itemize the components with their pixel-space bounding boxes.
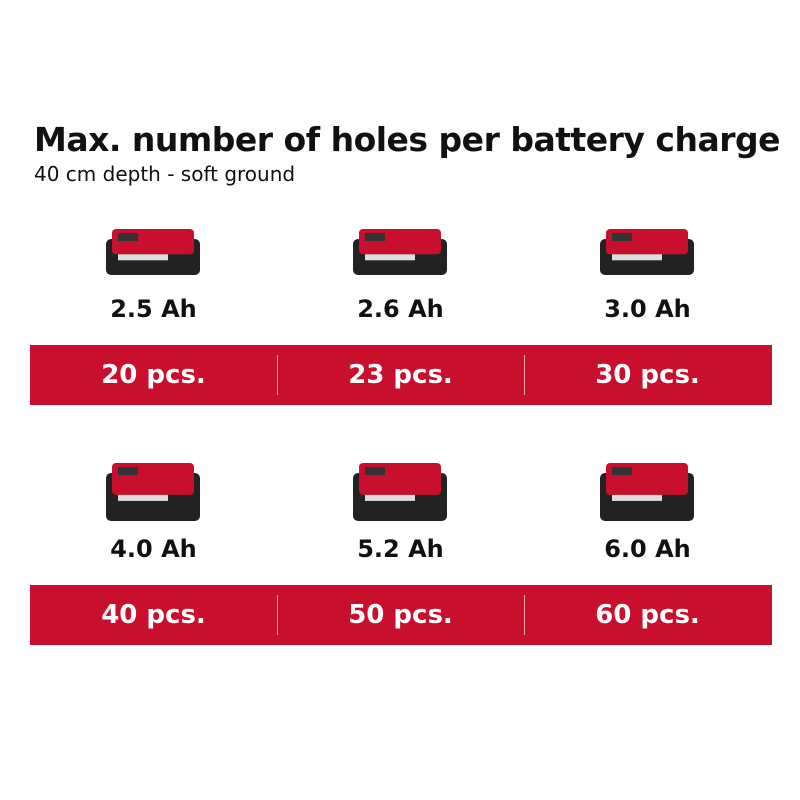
- capacity: 2.5 Ah: [110, 295, 197, 323]
- holes: 50 pcs.: [348, 600, 453, 630]
- battery-icon: [353, 463, 447, 521]
- battery-icon: [106, 229, 200, 275]
- holes: 20 pcs.: [101, 360, 206, 390]
- holes: 23 pcs.: [348, 360, 453, 390]
- holes: 40 pcs.: [101, 600, 206, 630]
- capacity: 4.0 Ah: [110, 535, 197, 563]
- battery-icon: [600, 463, 694, 521]
- capacity: 3.0 Ah: [604, 295, 691, 323]
- capacity: 5.2 Ah: [357, 535, 444, 563]
- battery-icon: [106, 463, 200, 521]
- battery-icon: [600, 229, 694, 275]
- battery-row: 2.5 Ah 2.6 Ah 3.0 Ah 20 pcs. 23 pcs. 30 pcs.: [30, 215, 772, 405]
- battery-row: 4.0 Ah 5.2 Ah 6.0 Ah 40 pcs. 50 pcs. 60 pcs.: [30, 455, 772, 645]
- capacity: 6.0 Ah: [604, 535, 691, 563]
- holes: 30 pcs.: [595, 360, 700, 390]
- subtitle: 40 cm depth - soft ground: [34, 162, 296, 186]
- holes: 60 pcs.: [595, 600, 700, 630]
- result-bar: 20 pcs. 23 pcs. 30 pcs.: [30, 345, 772, 405]
- separator: [524, 595, 525, 635]
- separator: [277, 595, 278, 635]
- title: Max. number of holes per battery charge: [34, 120, 781, 159]
- separator: [277, 355, 278, 395]
- separator: [524, 355, 525, 395]
- battery-icon: [353, 229, 447, 275]
- capacity: 2.6 Ah: [357, 295, 444, 323]
- result-bar: 40 pcs. 50 pcs. 60 pcs.: [30, 585, 772, 645]
